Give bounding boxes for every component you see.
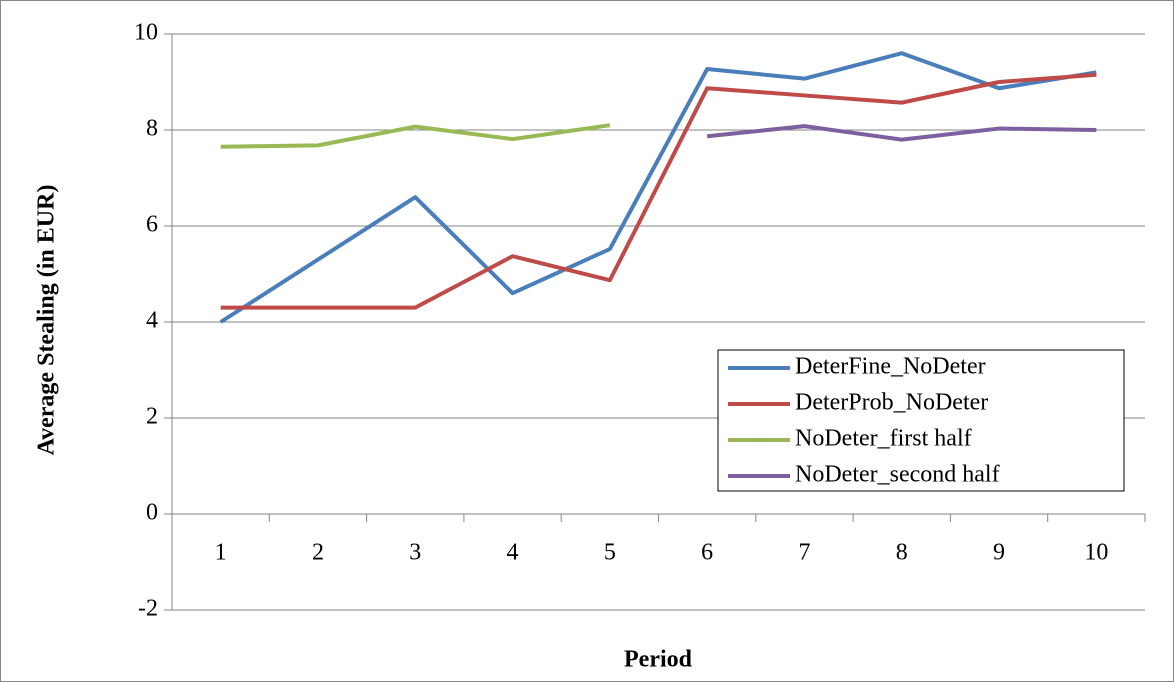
x-tick-label: 9 bbox=[993, 540, 1005, 566]
x-tick-label: 5 bbox=[604, 540, 616, 566]
x-axis-title: Period bbox=[624, 647, 693, 673]
y-tick-label: 10 bbox=[134, 20, 158, 46]
x-tick-label: 2 bbox=[312, 540, 324, 566]
series-line bbox=[220, 72, 1097, 310]
x-tick-label: 4 bbox=[507, 540, 519, 566]
series-line bbox=[220, 123, 611, 149]
y-tick-label: -2 bbox=[138, 596, 158, 622]
legend-label: DeterProb_NoDeter bbox=[795, 390, 988, 416]
legend-label: NoDeter_second half bbox=[795, 462, 1000, 488]
y-tick-label: 0 bbox=[146, 500, 158, 526]
y-tick-label: 4 bbox=[146, 308, 158, 334]
legend-label: NoDeter_first half bbox=[795, 426, 972, 452]
series-line bbox=[219, 51, 1097, 324]
x-tick-label: 3 bbox=[409, 540, 421, 566]
y-tick-label: 8 bbox=[146, 116, 158, 142]
y-tick-label: 2 bbox=[146, 404, 158, 430]
x-tick-label: 6 bbox=[701, 540, 713, 566]
x-tick-label: 1 bbox=[215, 540, 227, 566]
y-tick-label: 6 bbox=[146, 212, 158, 238]
y-axis-title: Average Stealing (in EUR) bbox=[34, 185, 60, 456]
series-line bbox=[706, 124, 1097, 142]
legend-box bbox=[717, 349, 1125, 492]
x-tick-label: 10 bbox=[1084, 540, 1108, 566]
x-tick-label: 7 bbox=[798, 540, 810, 566]
x-tick-label: 8 bbox=[896, 540, 908, 566]
legend-label: DeterFine_NoDeter bbox=[795, 354, 986, 380]
